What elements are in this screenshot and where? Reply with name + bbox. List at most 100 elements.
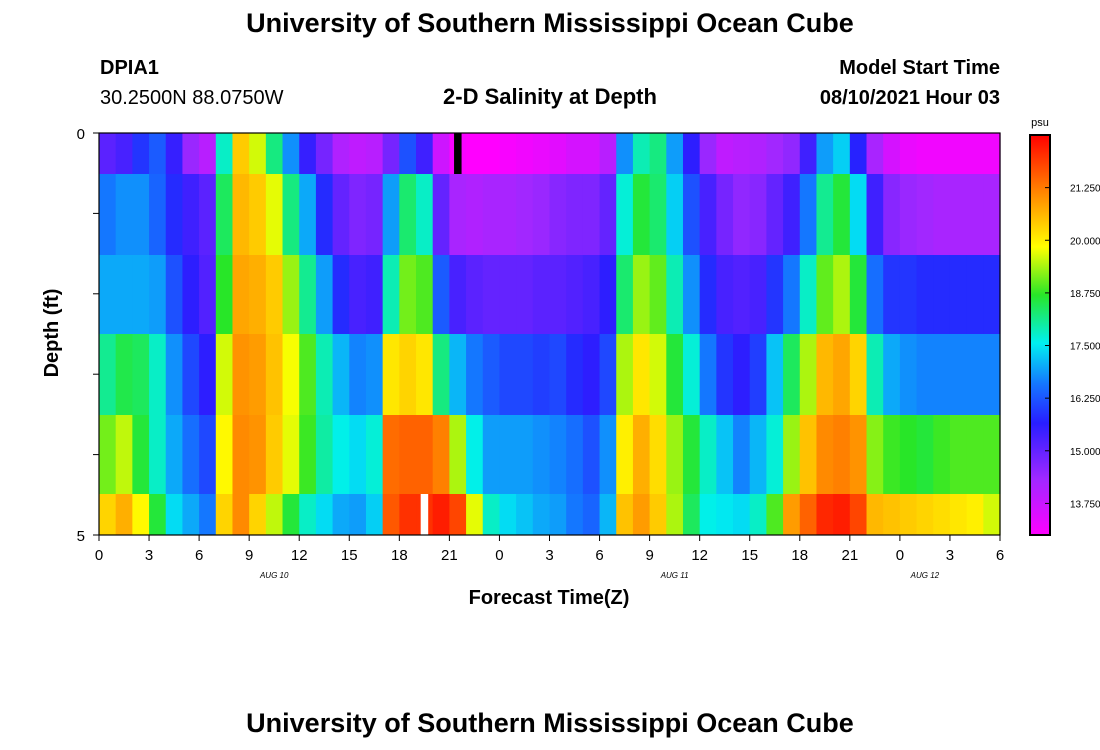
heatmap-cell (549, 415, 567, 494)
station-coords: 30.2500N 88.0750W (100, 87, 284, 109)
heatmap-cell (132, 255, 150, 334)
heatmap-cell (149, 494, 167, 535)
heatmap-cell (265, 415, 284, 494)
heatmap-cell (766, 133, 784, 174)
heatmap-cell (182, 494, 200, 535)
heatmap-cell (466, 255, 484, 334)
heatmap-cell (149, 174, 167, 255)
heatmap-cell (299, 415, 317, 494)
heatmap-cell (599, 174, 617, 255)
heatmap-cell (799, 174, 818, 255)
heatmap-cell (949, 334, 968, 415)
heatmap-cell (115, 415, 133, 494)
station-id: DPIA1 (100, 57, 159, 79)
heatmap-cell (783, 334, 801, 415)
heatmap-cell (566, 133, 584, 174)
heatmap-cell (516, 494, 534, 535)
x-tick-label: 21 (841, 547, 858, 564)
heatmap-cell (983, 133, 1001, 174)
heatmap-marker (420, 494, 429, 535)
heatmap-cell (833, 255, 851, 334)
heatmap-cell (365, 334, 384, 415)
heatmap-cell (816, 174, 834, 255)
heatmap-cell (933, 494, 951, 535)
heatmap-cell (649, 494, 667, 535)
heatmap-cell (983, 255, 1001, 334)
heatmap-cell (632, 174, 651, 255)
heatmap-cell (783, 133, 801, 174)
heatmap-cell (849, 133, 868, 174)
heatmap-cell (816, 494, 834, 535)
heatmap-cell (899, 133, 918, 174)
x-tick-label: 3 (545, 547, 553, 564)
heatmap-cell (449, 334, 467, 415)
heatmap-cell (249, 174, 267, 255)
x-tick-label: 18 (391, 547, 408, 564)
heatmap-cell (632, 494, 651, 535)
heatmap-cell (699, 494, 717, 535)
heatmap-cell (449, 494, 467, 535)
x-tick-label: 12 (291, 547, 308, 564)
x-tick-label: 21 (441, 547, 458, 564)
x-tick-label: 0 (896, 547, 904, 564)
heatmap-cell (165, 494, 184, 535)
heatmap-cell (149, 415, 167, 494)
heatmap-cell (215, 133, 234, 174)
heatmap-cell (265, 174, 284, 255)
heatmap-cell (182, 415, 200, 494)
heatmap-cell (849, 255, 868, 334)
heatmap-cell (265, 334, 284, 415)
heatmap-cell (699, 334, 717, 415)
heatmap-cell (399, 494, 417, 535)
heatmap-cell (966, 255, 984, 334)
heatmap-cell (883, 494, 901, 535)
heatmap-cell (549, 255, 567, 334)
heatmap-cell (933, 255, 951, 334)
heatmap-cell (99, 174, 117, 255)
heatmap-cell (749, 415, 768, 494)
heatmap-cell (132, 494, 150, 535)
heatmap-cell (582, 255, 601, 334)
heatmap-cell (949, 255, 968, 334)
heatmap-cell (516, 415, 534, 494)
colorbar-gradient (1029, 134, 1051, 536)
heatmap-cell (349, 174, 367, 255)
heatmap-cell (632, 255, 651, 334)
heatmap-cell (949, 174, 968, 255)
heatmap-cell (482, 494, 501, 535)
heatmap-cell (532, 133, 551, 174)
heatmap-cell (966, 133, 984, 174)
heatmap-cell (616, 494, 634, 535)
heatmap-cell (516, 133, 534, 174)
heatmap-cell (416, 133, 434, 174)
x-tick-label: 3 (145, 547, 153, 564)
heatmap-cell (199, 255, 217, 334)
heatmap-cell (599, 415, 617, 494)
heatmap-cell (682, 494, 701, 535)
heatmap-cell (265, 133, 284, 174)
heatmap-cell (466, 415, 484, 494)
heatmap-cell (949, 133, 968, 174)
heatmap-cell (632, 415, 651, 494)
heatmap-cell (682, 334, 701, 415)
heatmap-cells (99, 133, 1001, 535)
heatmap-cell (382, 415, 400, 494)
heatmap-cell (649, 255, 667, 334)
heatmap-cell (566, 334, 584, 415)
heatmap-cell (99, 334, 117, 415)
heatmap-cell (682, 415, 701, 494)
heatmap-cell (199, 174, 217, 255)
heatmap-cell (382, 133, 400, 174)
heatmap-cell (549, 334, 567, 415)
heatmap-cell (666, 415, 684, 494)
heatmap-cell (399, 334, 417, 415)
heatmap-cell (265, 255, 284, 334)
heatmap-cell (416, 334, 434, 415)
heatmap-cell (282, 415, 300, 494)
heatmap-cell (716, 494, 734, 535)
heatmap-cell (99, 255, 117, 334)
heatmap-cell (115, 494, 133, 535)
heatmap-cell (716, 174, 734, 255)
heatmap-cell (566, 415, 584, 494)
